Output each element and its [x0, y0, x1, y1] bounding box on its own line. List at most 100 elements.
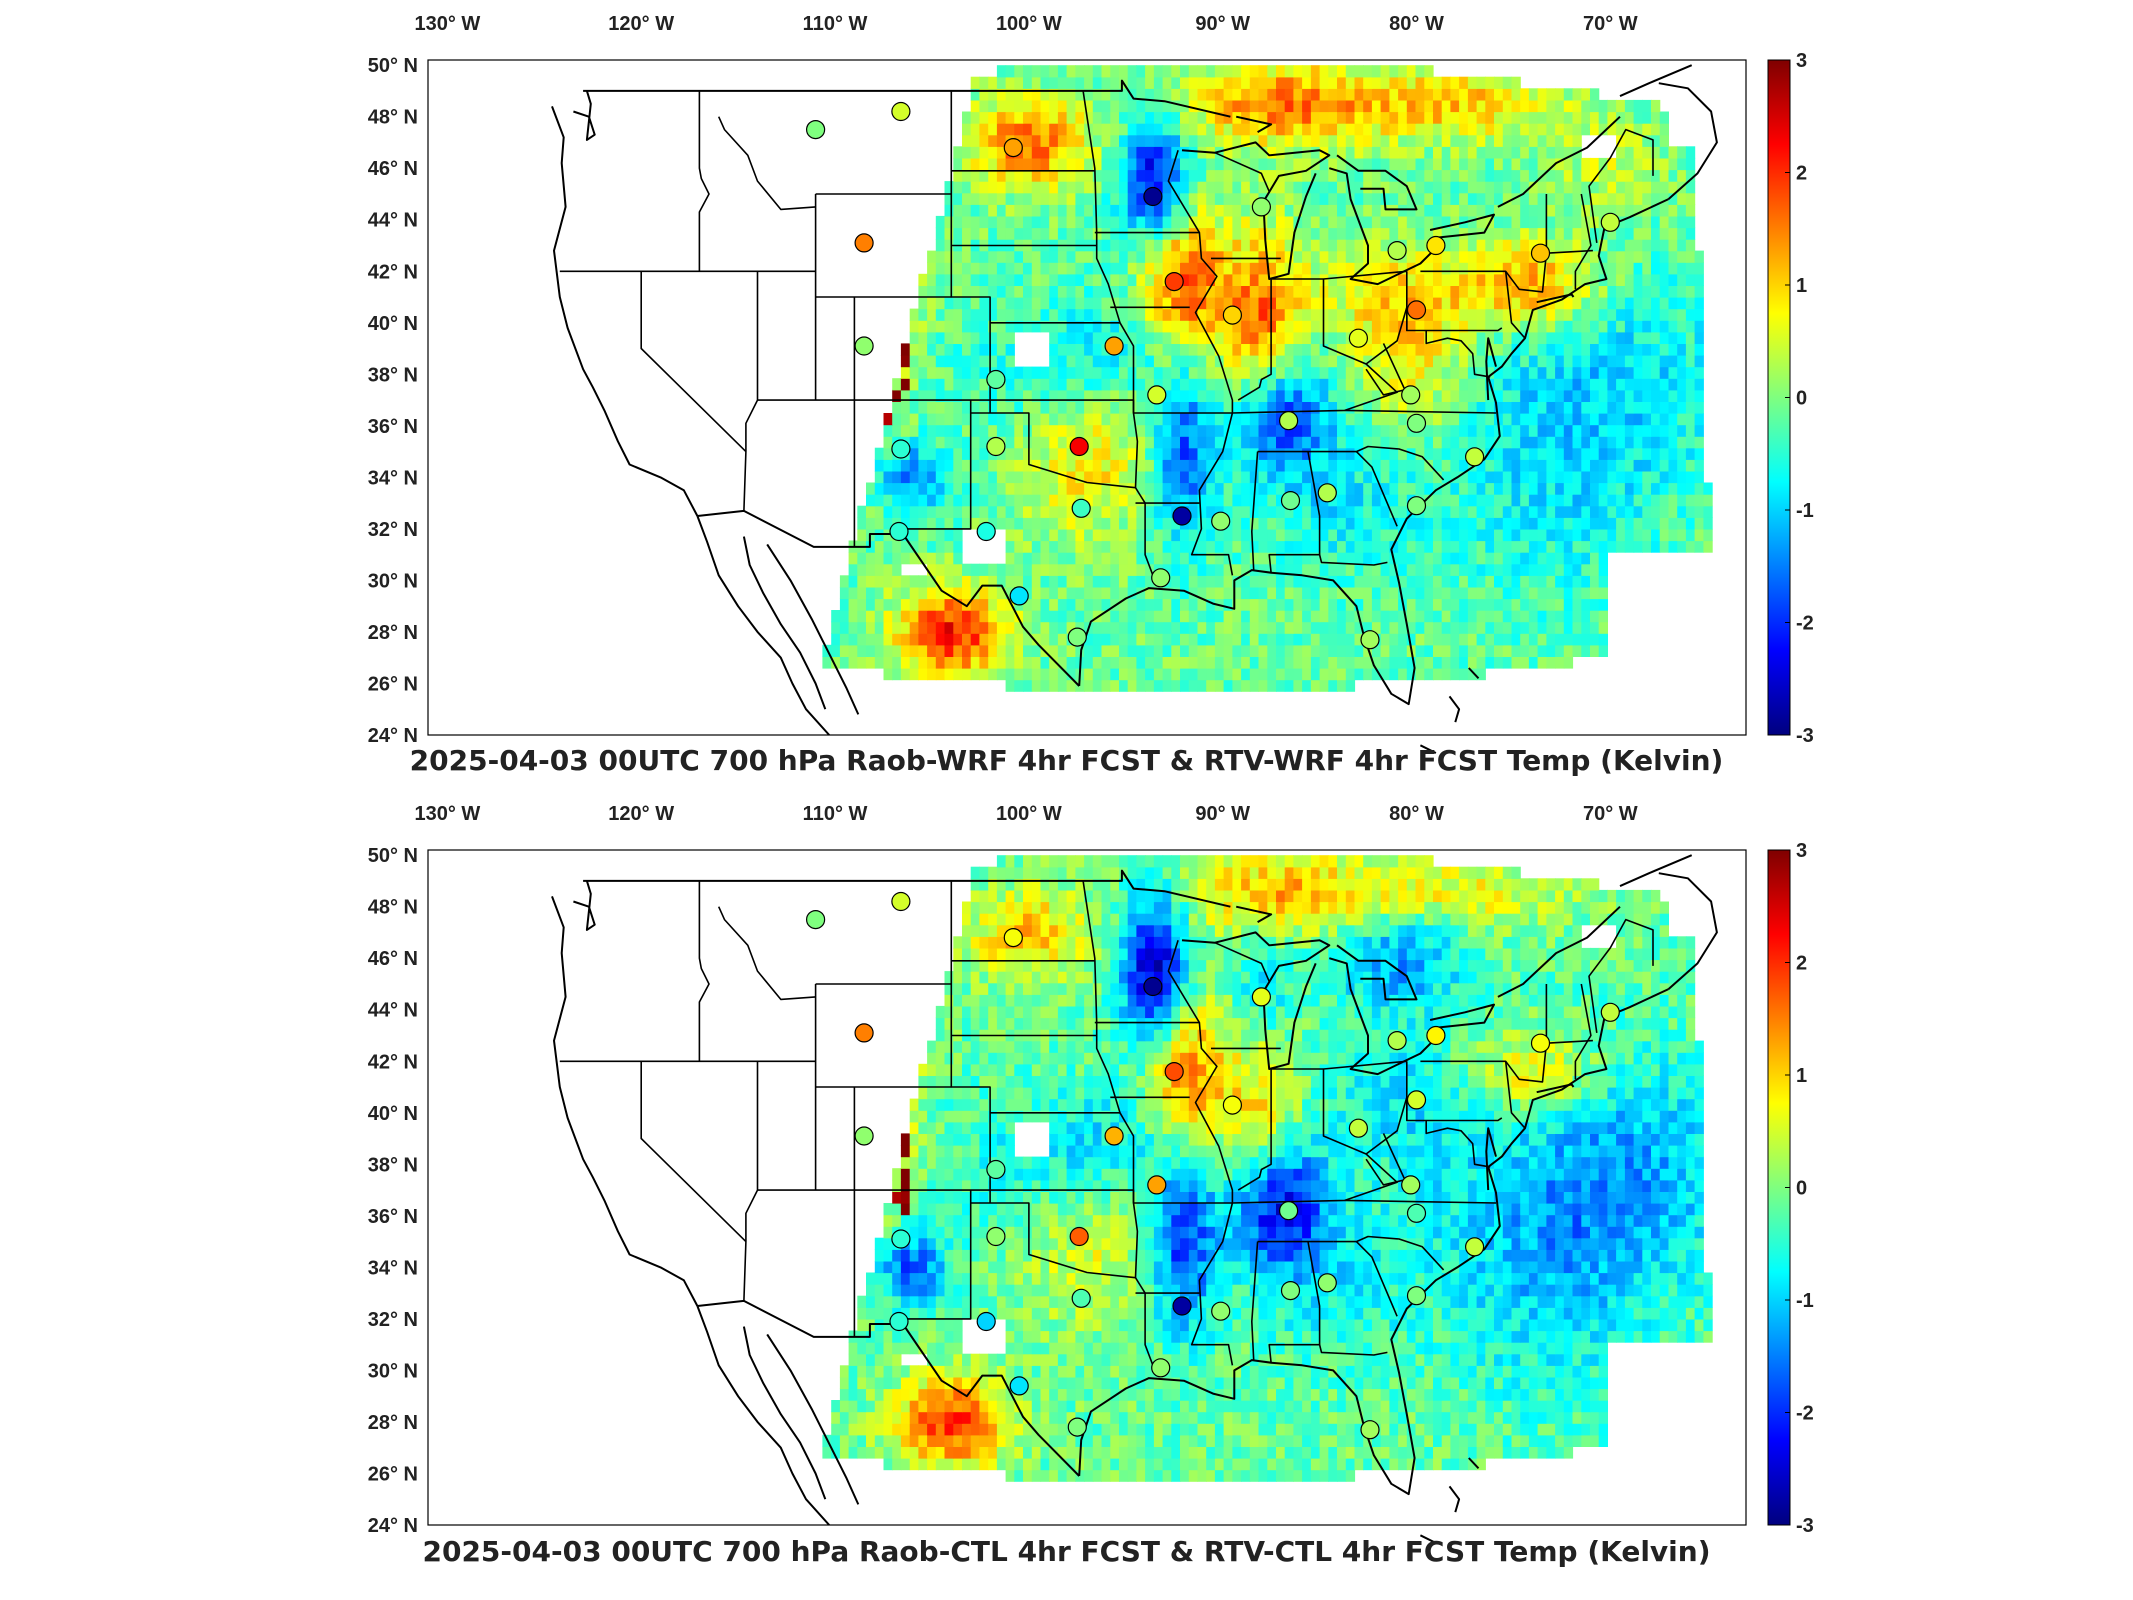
field-cell: [1293, 621, 1303, 634]
field-cell: [1110, 99, 1120, 113]
field-cell: [1476, 563, 1486, 576]
field-cell: [1563, 494, 1574, 507]
field-cell: [1258, 528, 1268, 542]
field-cell: [1232, 76, 1242, 89]
field-cell: [1258, 239, 1268, 252]
field-cell: [1337, 1458, 1347, 1471]
lat-label: 34° N: [368, 467, 418, 489]
field-cell: [1520, 262, 1530, 275]
field-cell: [953, 517, 963, 530]
field-cell: [1110, 586, 1120, 600]
field-cell: [1590, 633, 1600, 646]
field-cell: [935, 389, 946, 402]
field-cell: [1502, 157, 1513, 171]
field-cell: [1319, 76, 1329, 89]
field-cell: [1136, 88, 1146, 101]
field-cell: [1127, 262, 1137, 275]
field-cell: [1101, 447, 1111, 460]
field-cell: [1563, 586, 1574, 600]
field-cell: [1310, 320, 1321, 333]
field-cell: [1180, 181, 1190, 194]
field-cell: [1276, 204, 1286, 217]
field-cell: [1258, 459, 1268, 472]
field-cell: [1293, 111, 1303, 124]
field-cell: [1450, 436, 1460, 449]
field-cell: [1206, 540, 1216, 553]
field-cell: [1049, 436, 1059, 449]
field-cell: [1214, 65, 1225, 78]
field-cell: [1223, 343, 1233, 356]
field-cell: [970, 389, 980, 402]
field-cell: [1415, 169, 1425, 182]
field-cell: [909, 482, 919, 495]
field-cell: [1241, 586, 1251, 600]
field-cell: [892, 482, 902, 495]
field-cell: [1528, 424, 1539, 437]
field-cell: [1005, 204, 1015, 217]
field-cell: [962, 610, 972, 623]
field-cell: [1232, 343, 1242, 356]
field-cell: [1276, 111, 1286, 124]
field-cell: [1066, 459, 1076, 472]
field-cell: [1127, 644, 1137, 657]
field-cell: [1153, 1446, 1164, 1459]
field-cell: [1476, 99, 1486, 113]
field-cell: [1084, 401, 1094, 414]
field-cell: [1171, 366, 1181, 379]
field-cell: [1511, 366, 1521, 379]
field-cell: [1398, 633, 1408, 646]
field-cell: [1145, 227, 1155, 240]
field-cell: [1040, 65, 1050, 78]
field-cell: [1319, 378, 1329, 391]
field-cell: [1206, 470, 1216, 484]
field-cell: [1276, 320, 1286, 333]
field-cell: [1537, 656, 1547, 669]
field-cell: [1127, 169, 1137, 182]
field-cell: [1119, 505, 1129, 518]
field-cell: [1537, 621, 1547, 634]
field-cell: [1642, 355, 1652, 368]
field-cell: [1249, 459, 1260, 472]
field-cell: [848, 563, 858, 576]
field-cell: [1293, 169, 1303, 182]
field-cell: [953, 204, 963, 217]
field-cell: [1232, 215, 1242, 229]
field-cell: [1197, 134, 1207, 147]
field-cell: [1590, 494, 1600, 507]
field-cell: [1101, 633, 1111, 646]
field-cell: [1084, 215, 1094, 229]
field-cell: [1572, 308, 1582, 321]
field-cell: [1598, 621, 1608, 634]
field-cell: [1607, 447, 1617, 460]
field-cell: [1651, 459, 1661, 472]
field-cell: [1694, 343, 1704, 356]
field-cell: [1502, 470, 1513, 484]
field-cell: [1101, 331, 1111, 344]
field-cell: [1267, 598, 1277, 611]
field-cell: [1363, 540, 1373, 553]
field-cell: [1337, 633, 1347, 646]
field-cell: [883, 633, 893, 646]
field-cell: [1633, 331, 1643, 344]
field-cell: [1685, 413, 1696, 426]
field-cell: [1310, 331, 1321, 344]
field-cell: [1040, 181, 1050, 194]
field-cell: [979, 320, 989, 333]
field-cell: [1467, 598, 1478, 611]
field-cell: [1249, 644, 1260, 657]
field-cell: [1023, 378, 1033, 391]
field-cell: [1241, 540, 1251, 553]
field-cell: [1624, 111, 1635, 124]
field-cell: [1127, 88, 1137, 101]
field-cell: [1162, 436, 1172, 449]
field-cell: [1153, 215, 1164, 229]
field-cell: [1319, 227, 1329, 240]
field-cell: [1546, 378, 1556, 391]
field-cell: [1040, 517, 1050, 530]
field-cell: [1485, 644, 1495, 657]
field-cell: [1214, 250, 1225, 263]
field-cell: [1180, 540, 1190, 553]
field-cell: [1136, 355, 1146, 368]
field-cell: [1206, 656, 1216, 669]
field-cell: [857, 563, 867, 576]
